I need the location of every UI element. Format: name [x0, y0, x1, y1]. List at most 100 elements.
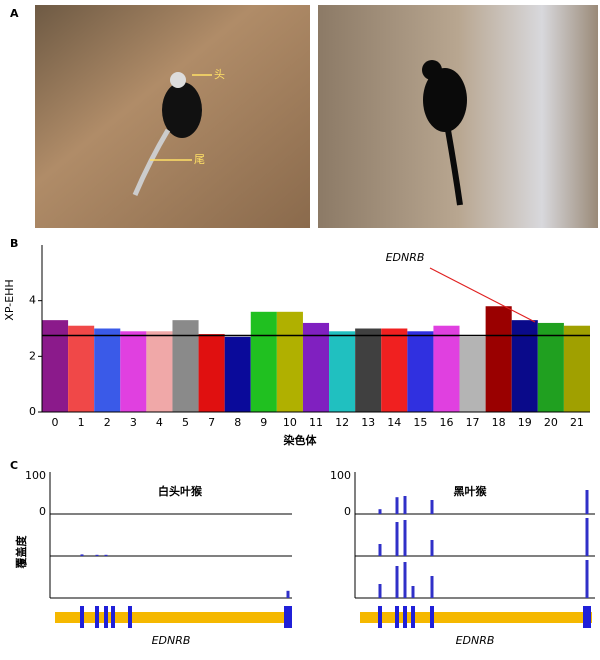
x-axis-label: 染色体 — [284, 433, 318, 447]
x-tick-label: 12 — [335, 416, 349, 429]
gene-label: EDNRB — [456, 634, 495, 647]
x-tick-label: 4 — [156, 416, 163, 429]
coverage-peak — [403, 562, 407, 598]
gene-body — [360, 612, 592, 623]
snp-cloud — [276, 311, 303, 412]
x-tick-label: 16 — [439, 416, 453, 429]
snp-cloud — [459, 336, 486, 412]
y-axis-label: 覆盖度 — [14, 535, 28, 569]
y-tick-label: 0 — [344, 505, 351, 518]
snp-cloud — [355, 328, 382, 412]
coverage-peak — [378, 584, 382, 598]
group-title: 白头叶猴 — [158, 484, 203, 498]
snp-cloud — [381, 328, 408, 412]
coverage-peak — [395, 566, 399, 598]
panel-label: A — [10, 7, 19, 20]
exon — [284, 606, 292, 628]
x-tick-label: 11 — [309, 416, 323, 429]
snp-cloud — [198, 334, 225, 412]
x-tick-label: 15 — [413, 416, 427, 429]
snp-cloud — [433, 325, 460, 412]
snp-cloud — [511, 320, 538, 412]
y-tick-label: 2 — [29, 349, 36, 362]
x-tick-label: 3 — [130, 416, 137, 429]
monkey — [423, 68, 467, 132]
coverage-peak — [286, 590, 290, 598]
x-tick-label: 2 — [104, 416, 111, 429]
monkey — [162, 82, 202, 138]
x-tick-label: 19 — [518, 416, 532, 429]
snp-cloud — [250, 311, 277, 412]
x-tick-label: 18 — [492, 416, 506, 429]
y-tick-label: 0 — [39, 505, 46, 518]
snp-cloud — [563, 325, 590, 412]
exon — [104, 606, 108, 628]
coverage-peak — [430, 576, 434, 598]
y-tick-label: 100 — [330, 469, 351, 482]
coverage-peak — [403, 520, 407, 556]
gene-label: EDNRB — [152, 634, 191, 647]
snp-cloud — [120, 331, 147, 412]
snp-cloud — [224, 336, 251, 412]
exon — [411, 606, 415, 628]
annotation: 头 — [214, 68, 225, 81]
coverage-peak — [80, 554, 84, 556]
coverage-peak — [95, 554, 99, 556]
coverage-peak — [585, 560, 589, 598]
x-tick-label: 7 — [208, 416, 215, 429]
x-tick-label: 14 — [387, 416, 401, 429]
coverage-peak — [430, 500, 434, 514]
snp-cloud — [68, 325, 95, 412]
snp-cloud — [537, 322, 564, 412]
x-tick-label: 1 — [78, 416, 85, 429]
exon — [403, 606, 407, 628]
coverage-peak — [585, 490, 589, 514]
x-tick-label: 8 — [234, 416, 241, 429]
monkey-head — [422, 60, 442, 80]
annotation: EDNRB — [386, 251, 425, 264]
x-tick-label: 21 — [570, 416, 584, 429]
snp-cloud — [172, 320, 199, 412]
x-tick-label: 13 — [361, 416, 375, 429]
monkey-tail — [445, 129, 463, 206]
x-tick-label: 20 — [544, 416, 558, 429]
exon — [395, 606, 399, 628]
exon — [80, 606, 84, 628]
exon — [128, 606, 132, 628]
panel-label: B — [10, 237, 18, 250]
coverage-peak — [585, 518, 589, 556]
coverage-peak — [430, 540, 434, 556]
exon — [430, 606, 434, 628]
x-tick-label: 0 — [52, 416, 59, 429]
exon — [378, 606, 382, 628]
coverage-peak — [411, 586, 415, 598]
exon — [111, 606, 115, 628]
coverage-peak — [104, 554, 108, 556]
snp-cloud — [329, 331, 356, 412]
x-tick-label: 5 — [182, 416, 189, 429]
y-tick-label: 0 — [29, 405, 36, 418]
snp-cloud — [407, 331, 434, 412]
y-axis-label: XP-EHH — [3, 279, 16, 320]
snp-cloud — [94, 328, 121, 412]
snp-cloud — [485, 306, 512, 412]
gene-body — [55, 612, 289, 623]
x-tick-label: 9 — [260, 416, 267, 429]
exon — [95, 606, 99, 628]
annotation: 尾 — [194, 153, 205, 166]
y-tick-label: 4 — [29, 294, 36, 307]
coverage-peak — [403, 496, 407, 514]
x-tick-label: 17 — [466, 416, 480, 429]
annotation-line — [429, 267, 536, 323]
coverage-peak — [395, 497, 399, 514]
y-tick-label: 100 — [25, 469, 46, 482]
panel-label: C — [10, 459, 18, 472]
coverage-peak — [378, 509, 382, 514]
coverage-peak — [378, 544, 382, 556]
exon — [583, 606, 591, 628]
group-title: 黑叶猴 — [454, 484, 488, 498]
snp-cloud — [42, 320, 69, 412]
coverage-peak — [395, 522, 399, 556]
snp-cloud — [146, 331, 173, 412]
